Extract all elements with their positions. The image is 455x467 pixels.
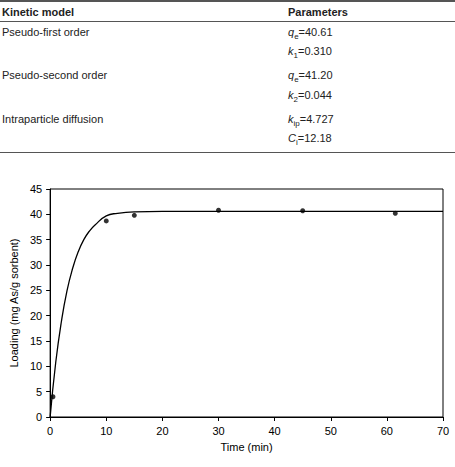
- html-text:Intraparticle diffusion: Intraparticle diffusion: [2, 112, 104, 125]
- svg-text:5: 5: [36, 386, 42, 398]
- svg-text:30: 30: [30, 259, 42, 271]
- html-text:Kinetic model: Kinetic model: [2, 6, 75, 18]
- html-text:qe=41.20: qe=41.20: [288, 69, 333, 85]
- svg-text:60: 60: [381, 425, 393, 437]
- svg-text:20: 20: [30, 310, 42, 322]
- svg-text:70: 70: [437, 425, 449, 437]
- html-text:Parameters: Parameters: [288, 6, 348, 18]
- svg-text:40: 40: [269, 425, 281, 437]
- html-text:Pseudo-second order: Pseudo-second order: [2, 69, 108, 82]
- svg-text:40: 40: [30, 208, 42, 220]
- html-text:k2=0.044: k2=0.044: [288, 88, 332, 104]
- svg-text:Time (min): Time (min): [220, 441, 272, 453]
- svg-text:30: 30: [212, 425, 224, 437]
- svg-text:10: 10: [100, 425, 112, 437]
- svg-text:25: 25: [30, 284, 42, 296]
- svg-text:0: 0: [36, 411, 42, 423]
- svg-text:35: 35: [30, 234, 42, 246]
- svg-text:0: 0: [47, 425, 53, 437]
- html-text:Pseudo-first order: Pseudo-first order: [2, 26, 90, 38]
- html-text:Ci=12.18: Ci=12.18: [288, 131, 332, 148]
- html-text:qe=40.61: qe=40.61: [288, 26, 333, 42]
- html-text:k1=0.310: k1=0.310: [288, 45, 332, 61]
- svg-text:50: 50: [325, 425, 337, 437]
- svg-text:Loading (mg As/g sorbent): Loading (mg As/g sorbent): [8, 238, 20, 367]
- svg-text:45: 45: [30, 183, 42, 195]
- html-text:kip=4.727: kip=4.727: [288, 112, 334, 128]
- svg-text:15: 15: [30, 335, 42, 347]
- svg-text:20: 20: [156, 425, 168, 437]
- svg-text:10: 10: [30, 360, 42, 372]
